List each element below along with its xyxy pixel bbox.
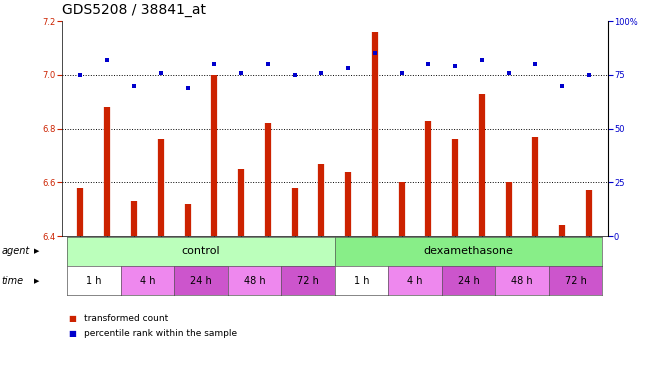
Point: [584, 72, 594, 78]
Text: ■: ■: [68, 314, 76, 323]
Text: agent: agent: [1, 246, 29, 257]
Point: [423, 61, 434, 67]
Text: percentile rank within the sample: percentile rank within the sample: [84, 329, 238, 338]
Text: transformed count: transformed count: [84, 314, 169, 323]
Point: [183, 85, 193, 91]
Text: time: time: [1, 276, 23, 286]
Text: 24 h: 24 h: [190, 276, 212, 286]
Text: 72 h: 72 h: [297, 276, 319, 286]
Point: [289, 72, 300, 78]
Point: [75, 72, 86, 78]
Point: [263, 61, 273, 67]
Text: ▶: ▶: [34, 248, 40, 254]
Point: [236, 70, 246, 76]
Point: [155, 70, 166, 76]
Point: [504, 70, 514, 76]
Text: ▶: ▶: [34, 278, 40, 284]
Point: [476, 57, 487, 63]
Text: 4 h: 4 h: [140, 276, 155, 286]
Point: [530, 61, 541, 67]
Text: 48 h: 48 h: [512, 276, 533, 286]
Text: 48 h: 48 h: [244, 276, 265, 286]
Point: [129, 83, 139, 89]
Text: control: control: [181, 246, 220, 257]
Text: 1 h: 1 h: [86, 276, 101, 286]
Text: 1 h: 1 h: [354, 276, 369, 286]
Point: [557, 83, 567, 89]
Point: [450, 63, 460, 70]
Text: GDS5208 / 38841_at: GDS5208 / 38841_at: [62, 3, 206, 17]
Point: [343, 65, 354, 71]
Point: [209, 61, 220, 67]
Point: [316, 70, 326, 76]
Text: ■: ■: [68, 329, 76, 338]
Point: [370, 50, 380, 56]
Text: 4 h: 4 h: [408, 276, 422, 286]
Point: [396, 70, 407, 76]
Text: dexamethasone: dexamethasone: [424, 246, 514, 257]
Text: 24 h: 24 h: [458, 276, 480, 286]
Point: [102, 57, 112, 63]
Text: 72 h: 72 h: [565, 276, 586, 286]
